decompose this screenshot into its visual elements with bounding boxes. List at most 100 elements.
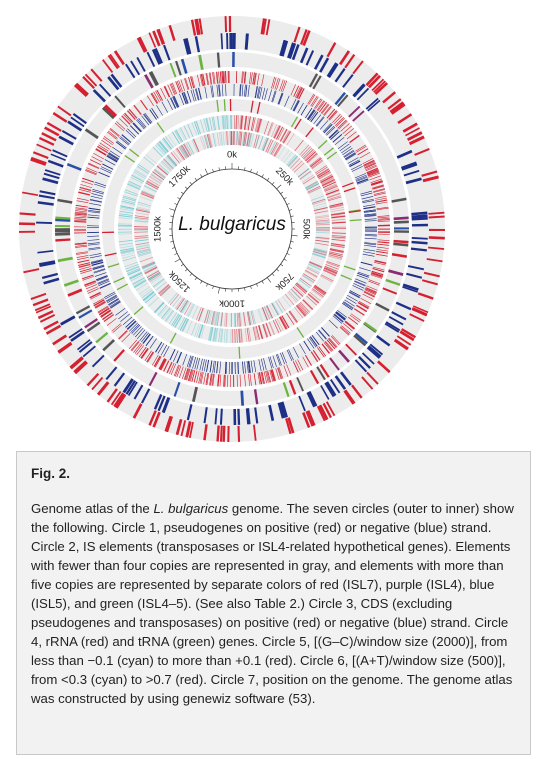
cds-positive-mark — [93, 299, 105, 306]
cds-positive-mark — [349, 134, 360, 143]
pseudogene-negative-mark — [402, 283, 419, 291]
at-content-mark — [312, 253, 326, 259]
cds-negative-mark — [176, 351, 182, 364]
pseudogene-positive-mark — [260, 18, 266, 35]
pseudogene-positive-mark — [339, 50, 351, 66]
cds-negative-mark — [129, 322, 138, 332]
cds-positive-mark — [324, 341, 333, 352]
at-content-mark — [240, 131, 243, 146]
cds-positive-mark — [74, 216, 87, 219]
cds-positive-mark — [365, 288, 377, 294]
at-content-mark — [220, 312, 223, 327]
cds-negative-mark — [355, 278, 367, 284]
at-content-mark — [306, 183, 320, 191]
cds-positive-mark — [121, 115, 131, 125]
cds-positive-mark — [356, 305, 367, 313]
at-content-mark — [186, 303, 194, 316]
is-element-mark — [104, 104, 118, 117]
rna-gene-mark — [340, 274, 352, 281]
position-tick — [283, 197, 287, 200]
pseudogene-negative-mark — [324, 382, 335, 398]
cds-negative-mark — [357, 273, 369, 278]
cds-negative-mark — [89, 199, 102, 203]
position-tick — [267, 277, 272, 283]
gc-skew-mark — [178, 128, 186, 141]
is-element-mark — [253, 389, 259, 405]
at-content-mark — [139, 256, 154, 263]
at-content-mark — [145, 182, 159, 190]
cds-negative-mark — [272, 90, 277, 103]
cds-positive-mark — [314, 98, 322, 109]
cds-positive-mark — [272, 369, 277, 381]
cds-negative-mark — [107, 296, 118, 304]
at-content-mark — [254, 134, 260, 149]
gc-skew-mark — [191, 122, 198, 136]
gc-skew-mark — [130, 176, 144, 184]
gc-skew-mark — [322, 181, 336, 188]
gc-skew-mark — [254, 326, 259, 340]
cds-negative-mark — [88, 248, 101, 251]
cds-negative-mark — [100, 166, 113, 173]
cds-positive-mark — [337, 119, 347, 129]
pseudogene-negative-mark — [388, 315, 404, 326]
gc-skew-mark — [127, 183, 141, 190]
cds-negative-mark — [97, 279, 110, 285]
gc-skew-mark — [162, 137, 172, 150]
cds-positive-mark — [260, 372, 264, 384]
cds-negative-mark — [254, 86, 258, 99]
gc-skew-mark — [255, 118, 260, 133]
cds-positive-mark — [93, 299, 105, 307]
cds-negative-mark — [143, 114, 151, 125]
pseudogene-positive-mark — [428, 215, 445, 219]
gc-skew-mark — [305, 151, 316, 162]
cds-positive-mark — [369, 175, 381, 181]
gc-skew-mark — [330, 243, 345, 247]
at-content-mark — [315, 232, 330, 234]
cds-positive-mark — [374, 260, 387, 265]
cds-positive-mark — [277, 367, 283, 380]
cds-positive-mark — [167, 84, 173, 96]
position-tick — [174, 203, 178, 205]
cds-negative-mark — [261, 87, 266, 100]
cds-positive-mark — [79, 268, 92, 273]
cds-negative-mark — [116, 140, 127, 149]
cds-negative-mark — [335, 312, 346, 321]
pseudogene-positive-mark — [306, 410, 316, 426]
at-content-mark — [144, 266, 158, 274]
at-content-mark — [206, 134, 211, 148]
cds-positive-mark — [75, 207, 88, 210]
pseudogene-negative-mark — [219, 408, 223, 425]
cds-positive-mark — [215, 71, 218, 84]
cds-negative-mark — [98, 280, 110, 286]
gc-skew-mark — [262, 324, 268, 338]
cds-negative-mark — [336, 311, 346, 320]
pseudogene-positive-mark — [319, 404, 328, 421]
pseudogene-negative-mark — [130, 60, 141, 76]
pseudogene-positive-mark — [409, 136, 425, 146]
at-content-mark — [301, 174, 314, 183]
at-content-mark — [149, 274, 162, 283]
cds-negative-mark — [344, 152, 356, 160]
cds-positive-mark — [80, 269, 93, 274]
cds-negative-mark — [96, 276, 108, 282]
gc-skew-mark — [323, 268, 337, 275]
cds-positive-mark — [331, 335, 341, 345]
cds-negative-mark — [315, 331, 324, 342]
gc-skew-mark — [143, 156, 155, 167]
cds-positive-mark — [86, 286, 99, 292]
cds-negative-mark — [248, 360, 251, 373]
gc-skew-mark — [120, 247, 134, 252]
at-content-mark — [172, 295, 182, 308]
pseudogene-positive-mark — [412, 305, 429, 314]
cds-negative-mark — [345, 153, 357, 161]
cds-positive-mark — [130, 341, 139, 351]
cds-positive-mark — [271, 76, 275, 89]
cds-positive-mark — [208, 72, 212, 85]
cds-positive-mark — [302, 356, 309, 368]
cds-positive-mark — [365, 287, 377, 293]
is-element-mark — [78, 309, 93, 319]
gc-skew-mark — [321, 178, 335, 186]
cds-negative-mark — [341, 145, 352, 154]
at-content-mark — [206, 310, 211, 324]
cds-positive-mark — [223, 71, 225, 84]
